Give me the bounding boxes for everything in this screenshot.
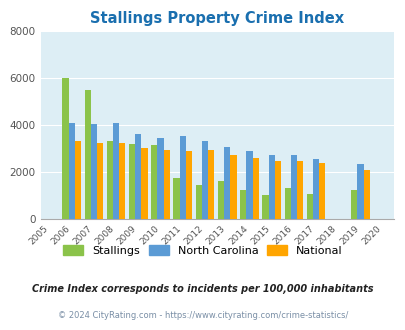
Bar: [113, 123, 119, 219]
Bar: [62, 78, 68, 219]
Bar: [179, 136, 185, 219]
Bar: [201, 141, 208, 219]
Bar: [185, 151, 192, 219]
Bar: [75, 141, 81, 219]
Bar: [129, 144, 135, 219]
Bar: [312, 159, 318, 219]
Bar: [356, 164, 363, 219]
Bar: [119, 143, 125, 219]
Bar: [230, 155, 236, 219]
Bar: [262, 195, 268, 219]
Bar: [157, 138, 163, 219]
Bar: [68, 123, 75, 219]
Bar: [363, 170, 369, 219]
Bar: [163, 150, 169, 219]
Bar: [208, 150, 214, 219]
Bar: [246, 151, 252, 219]
Bar: [141, 148, 147, 219]
Bar: [290, 155, 296, 219]
Bar: [252, 158, 258, 219]
Bar: [97, 143, 103, 219]
Bar: [151, 146, 157, 219]
Bar: [91, 124, 97, 219]
Bar: [217, 181, 224, 219]
Title: Stallings Property Crime Index: Stallings Property Crime Index: [90, 11, 343, 26]
Bar: [306, 194, 312, 219]
Legend: Stallings, North Carolina, National: Stallings, North Carolina, National: [59, 240, 346, 260]
Bar: [84, 90, 91, 219]
Bar: [135, 134, 141, 219]
Bar: [274, 161, 280, 219]
Bar: [224, 147, 230, 219]
Text: Crime Index corresponds to incidents per 100,000 inhabitants: Crime Index corresponds to incidents per…: [32, 284, 373, 294]
Bar: [107, 141, 113, 219]
Bar: [296, 161, 303, 219]
Bar: [350, 190, 356, 219]
Bar: [239, 190, 246, 219]
Bar: [173, 178, 179, 219]
Text: © 2024 CityRating.com - https://www.cityrating.com/crime-statistics/: © 2024 CityRating.com - https://www.city…: [58, 312, 347, 320]
Bar: [318, 163, 324, 219]
Bar: [195, 185, 201, 219]
Bar: [284, 188, 290, 219]
Bar: [268, 155, 274, 219]
